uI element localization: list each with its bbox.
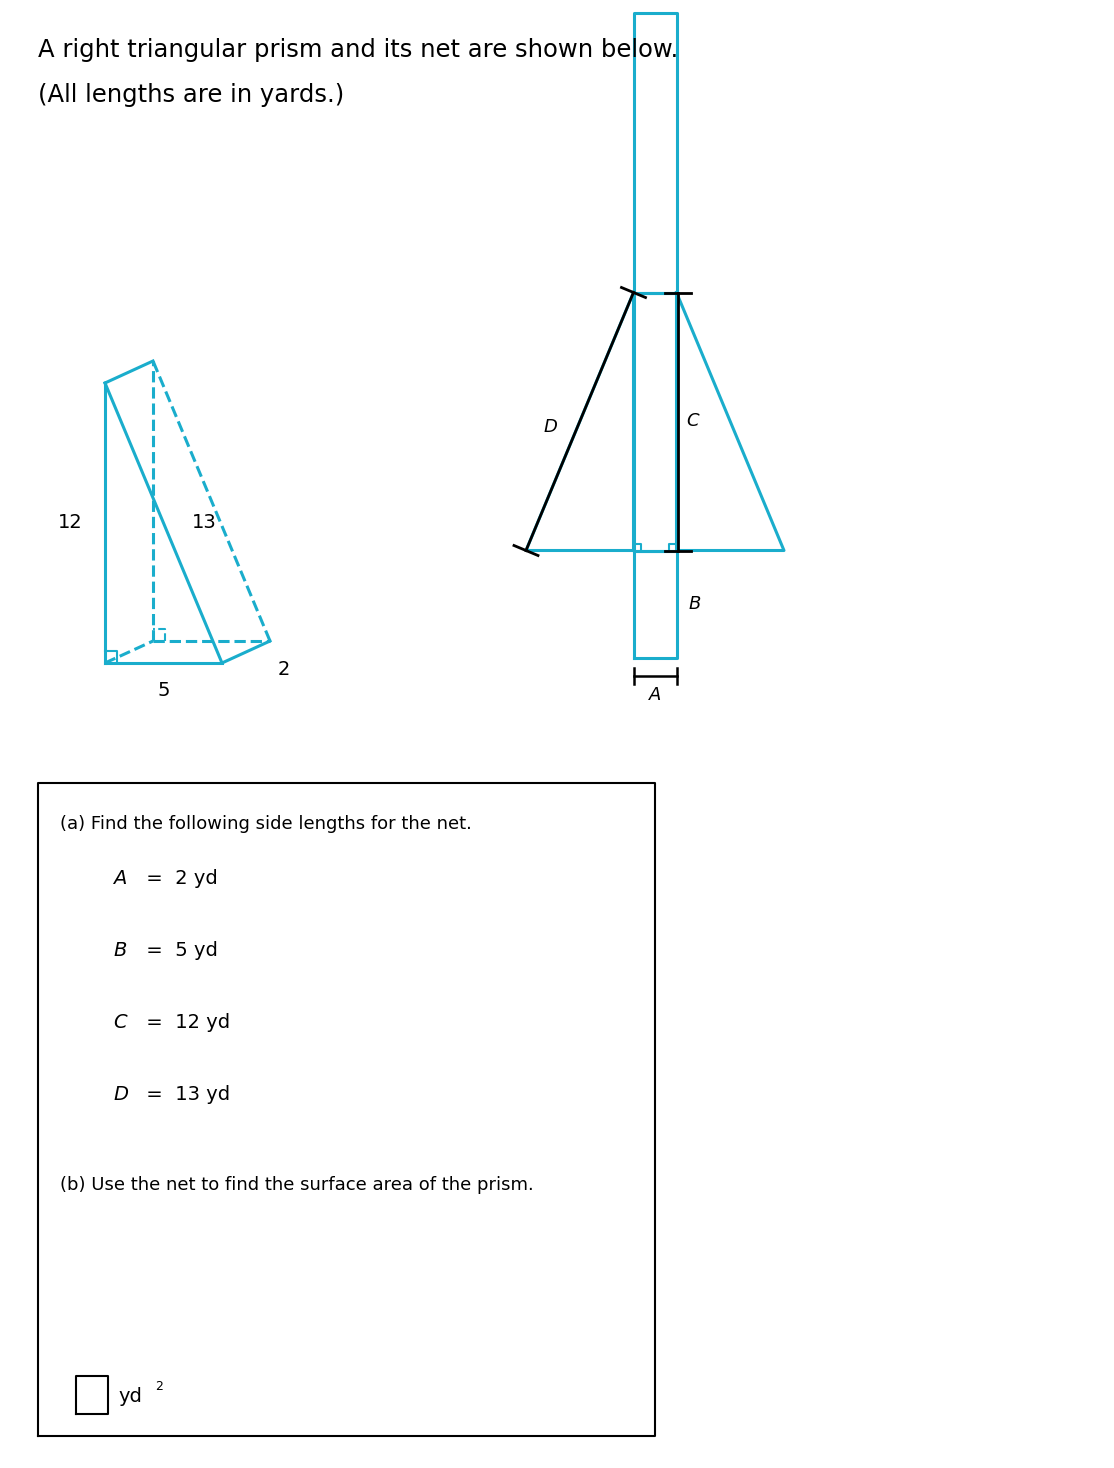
Text: 13: 13 bbox=[192, 514, 216, 533]
Text: A right triangular prism and its net are shown below.: A right triangular prism and its net are… bbox=[38, 38, 678, 62]
Text: D: D bbox=[544, 417, 558, 436]
Text: (a) Find the following side lengths for the net.: (a) Find the following side lengths for … bbox=[60, 815, 472, 832]
Text: A: A bbox=[113, 869, 126, 888]
Text: A: A bbox=[648, 686, 662, 705]
Text: 12: 12 bbox=[58, 514, 84, 533]
Text: =  2 yd: = 2 yd bbox=[140, 869, 217, 888]
Text: B: B bbox=[688, 595, 701, 614]
Text: D: D bbox=[113, 1085, 128, 1104]
Text: 5: 5 bbox=[157, 681, 169, 700]
Text: C: C bbox=[113, 1013, 127, 1032]
Text: yd: yd bbox=[118, 1387, 141, 1406]
Text: (All lengths are in yards.): (All lengths are in yards.) bbox=[38, 84, 344, 107]
Text: =  12 yd: = 12 yd bbox=[140, 1013, 231, 1032]
Text: =  13 yd: = 13 yd bbox=[140, 1085, 231, 1104]
Text: B: B bbox=[113, 941, 126, 960]
Text: 2: 2 bbox=[278, 661, 291, 680]
Text: (b) Use the net to find the surface area of the prism.: (b) Use the net to find the surface area… bbox=[60, 1176, 534, 1193]
Text: =  5 yd: = 5 yd bbox=[140, 941, 218, 960]
Text: C: C bbox=[686, 413, 700, 430]
Text: 2: 2 bbox=[155, 1380, 163, 1393]
